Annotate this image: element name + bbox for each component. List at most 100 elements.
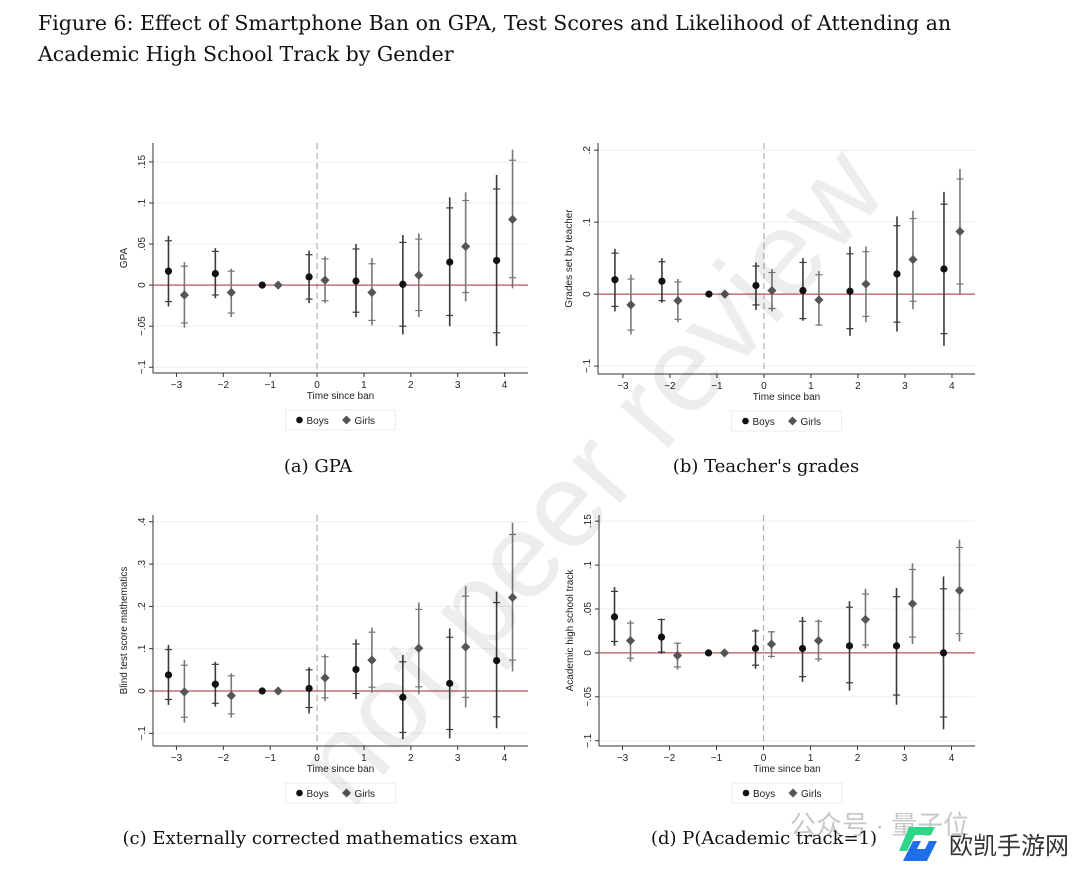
girls-point-marker: [414, 643, 424, 653]
x-tick-label: 4: [502, 753, 508, 764]
x-axis-title: Time since ban: [753, 764, 820, 775]
boys-point-marker: [352, 277, 360, 285]
boys-point-marker: [446, 679, 454, 687]
x-tick-label: 2: [408, 753, 414, 764]
logo-text: 欧凯手游网: [949, 831, 1069, 860]
x-tick-label: 1: [808, 753, 814, 764]
x-tick-label: 0: [761, 753, 767, 764]
y-tick-label: .1: [583, 560, 594, 569]
legend-boys-marker: [296, 416, 303, 424]
x-axis-title: Time since ban: [753, 392, 820, 403]
x-tick-label: 3: [455, 380, 461, 391]
x-tick-label: −2: [218, 380, 230, 391]
legend-boys-marker: [296, 789, 303, 797]
caption-b: (b) Teacher's grades: [672, 456, 860, 477]
y-tick-label: .3: [137, 559, 148, 568]
girls-point-marker: [625, 636, 636, 646]
girls-point-marker: [179, 290, 190, 300]
boys-point-marker: [845, 642, 854, 650]
chart-panel-b: −.1 0 .1 .2 −3 −2 −1 0 1 2 3 4 Grades set by teacher…: [564, 143, 975, 432]
legend-girls-label: Girls: [801, 417, 822, 428]
boys-point-marker: [892, 642, 901, 650]
chart-panel-d: −.1 −.05 0 .05 .1 .15 −3 −2 −1 0 1 2 3 4 Academic high…: [565, 514, 975, 804]
boys-point-marker: [752, 281, 760, 290]
x-tick-label: −1: [264, 380, 276, 391]
boys-point-marker: [940, 265, 948, 273]
boys-point-marker: [305, 273, 313, 281]
watermark-wechat: 公众号 · 量子位: [790, 810, 970, 840]
x-tick-label: 0: [314, 380, 320, 391]
x-tick-label: 4: [949, 753, 955, 764]
caption-c: (c) Externally corrected mathematics exa…: [122, 828, 518, 849]
boys-point-marker: [657, 633, 666, 641]
x-axis-title: Time since ban: [307, 391, 374, 402]
y-tick-label: 0: [137, 688, 148, 694]
watermark-logo: 欧凯手游网: [895, 823, 1069, 863]
girls-point-marker: [367, 287, 377, 298]
boys-point-marker: [211, 270, 219, 278]
girls-point-marker: [955, 226, 965, 237]
x-tick-label: 0: [314, 753, 320, 764]
y-tick-label: −.05: [583, 687, 594, 707]
x-tick-label: 2: [855, 753, 861, 764]
y-tick-label: 0: [137, 282, 148, 288]
boys-point-marker: [258, 281, 266, 289]
boys-point-marker: [704, 649, 713, 657]
legend: Boys Girls: [731, 410, 842, 432]
x-tick-label: −2: [664, 381, 676, 392]
y-tick-label: 0: [582, 291, 593, 297]
legend-boys-label: Boys: [753, 417, 775, 428]
x-tick-label: −2: [664, 753, 676, 764]
series-boys: [164, 175, 501, 346]
legend: Boys Girls: [731, 782, 843, 804]
x-tick-label: −1: [711, 753, 723, 764]
boys-point-marker: [492, 256, 501, 265]
y-tick-label: −.1: [582, 359, 593, 374]
legend: Boys Girls: [285, 782, 396, 804]
boys-point-marker: [610, 613, 619, 621]
x-tick-label: −2: [218, 753, 230, 764]
y-tick-label: 0: [583, 650, 594, 656]
y-axis-title: Blind test score mathematics: [119, 567, 130, 695]
boys-point-marker: [611, 276, 619, 284]
x-tick-label: −3: [617, 381, 629, 392]
girls-point-marker: [720, 289, 730, 299]
boys-point-marker: [352, 665, 360, 674]
girls-point-marker: [507, 592, 518, 603]
series-girls: [625, 539, 965, 670]
x-tick-label: −3: [171, 380, 183, 391]
girls-point-marker: [226, 691, 236, 701]
girls-point-marker: [814, 295, 824, 305]
boys-point-marker: [798, 644, 807, 653]
y-tick-label: .1: [582, 218, 593, 227]
x-tick-label: 4: [949, 381, 955, 392]
x-tick-label: 0: [761, 381, 767, 392]
caption-a: (a) GPA: [283, 456, 353, 477]
girls-point-marker: [861, 279, 871, 289]
legend-box: [285, 782, 396, 804]
y-tick-label: −.1: [137, 360, 148, 375]
y-tick-label: .1: [137, 644, 148, 653]
y-axis-title: Academic high school track: [565, 569, 576, 692]
caption-d: (d) P(Academic track=1): [650, 828, 878, 849]
series-girls: [179, 149, 518, 328]
girls-point-marker: [908, 254, 918, 265]
boys-point-marker: [305, 684, 313, 693]
logo-icon: [899, 827, 937, 861]
legend-girls-label: Girls: [355, 416, 376, 427]
x-tick-label: −3: [617, 753, 629, 764]
y-tick-label: .2: [582, 146, 593, 155]
x-tick-label: 1: [361, 380, 367, 391]
y-tick-label: .2: [137, 602, 148, 611]
girls-point-marker: [719, 648, 730, 658]
legend-box: [731, 410, 842, 432]
girls-point-marker: [273, 686, 283, 696]
girls-point-marker: [954, 585, 965, 596]
x-tick-label: 1: [808, 381, 814, 392]
girls-point-marker: [907, 599, 918, 609]
boys-point-marker: [446, 258, 454, 266]
y-tick-label: −.1: [137, 726, 148, 741]
y-tick-label: .15: [583, 514, 594, 528]
girls-point-marker: [673, 295, 683, 306]
x-tick-label: 3: [455, 753, 461, 764]
